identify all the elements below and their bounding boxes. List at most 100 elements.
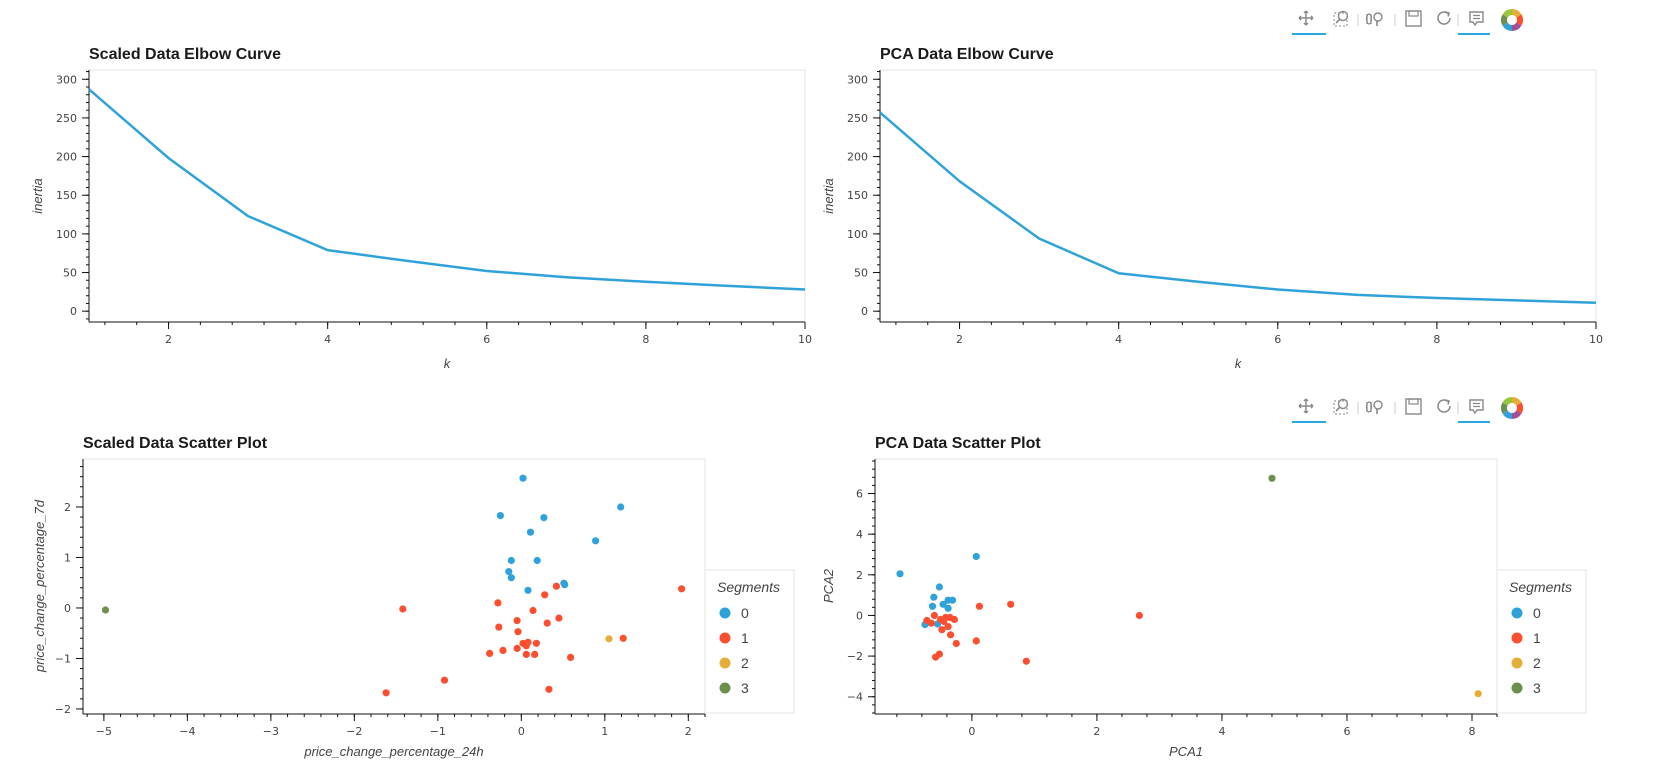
scatter-point-segment-1[interactable] bbox=[972, 637, 980, 645]
scatter-point-segment-0[interactable] bbox=[948, 596, 957, 604]
scatter-point-segment-0[interactable] bbox=[896, 570, 904, 578]
scatter-point-segment-1[interactable] bbox=[567, 653, 575, 662]
pca-elbow-frame bbox=[879, 69, 1597, 323]
pca-scatter-legend[interactable]: Segments 0 1 2 3 bbox=[1496, 569, 1587, 714]
scatter-point-segment-1[interactable] bbox=[552, 582, 561, 590]
x-tick-label: 4 bbox=[1218, 725, 1225, 738]
scatter-point-segment-1[interactable] bbox=[1135, 611, 1143, 620]
pan-icon[interactable] bbox=[1298, 398, 1314, 414]
scatter-point-segment-1[interactable] bbox=[522, 650, 530, 659]
scatter-point-segment-0[interactable] bbox=[496, 511, 504, 520]
scatter-point-segment-0[interactable] bbox=[505, 568, 513, 576]
scatter-point-segment-1[interactable] bbox=[619, 634, 627, 642]
reset-icon[interactable] bbox=[1437, 399, 1451, 413]
scatter-point-segment-1[interactable] bbox=[522, 642, 530, 650]
scatter-point-segment-1[interactable] bbox=[940, 617, 948, 626]
x-tick-label: 10 bbox=[798, 333, 812, 346]
scatter-point-segment-1[interactable] bbox=[532, 639, 541, 647]
scatter-point-segment-1[interactable] bbox=[545, 685, 553, 693]
scatter-point-segment-1[interactable] bbox=[930, 611, 939, 620]
scatter-point-segment-1[interactable] bbox=[513, 644, 521, 653]
wheel-zoom-icon[interactable] bbox=[1365, 12, 1383, 26]
scatter-point-segment-0[interactable] bbox=[519, 474, 527, 482]
scatter-point-segment-1[interactable] bbox=[495, 623, 503, 631]
y-tick-label: 0 bbox=[861, 305, 868, 318]
scatter-point-segment-0[interactable] bbox=[930, 593, 938, 601]
box-zoom-icon[interactable] bbox=[1333, 398, 1349, 415]
scatter-point-segment-1[interactable] bbox=[382, 689, 390, 697]
scatter-point-segment-0[interactable] bbox=[944, 604, 952, 612]
scatter-point-segment-1[interactable] bbox=[541, 591, 549, 599]
scatter-point-segment-1[interactable] bbox=[499, 646, 507, 655]
x-tick-label: 2 bbox=[956, 333, 963, 346]
scatter-point-segment-1[interactable] bbox=[529, 606, 537, 615]
elbow-series-line[interactable] bbox=[879, 111, 1597, 304]
bokeh-logo-icon[interactable] bbox=[1501, 397, 1523, 419]
box-zoom-icon[interactable] bbox=[1333, 10, 1349, 27]
scatter-point-segment-1[interactable] bbox=[938, 626, 946, 634]
scatter-point-segment-0[interactable] bbox=[533, 556, 541, 565]
scatter-point-segment-1[interactable] bbox=[1022, 657, 1030, 665]
scatter-point-segment-0[interactable] bbox=[617, 503, 625, 511]
scatter-point-segment-2[interactable] bbox=[1474, 690, 1482, 698]
legend-swatch-3 bbox=[1511, 682, 1523, 694]
scatter-point-segment-0[interactable] bbox=[561, 581, 569, 589]
elbow-series-line[interactable] bbox=[88, 88, 806, 291]
scatter-point-segment-0[interactable] bbox=[526, 528, 535, 536]
y-tick-label: 0 bbox=[64, 602, 71, 615]
scatter-point-segment-2[interactable] bbox=[605, 635, 613, 643]
scaled-elbow-chart[interactable]: Scaled Data Elbow Curve 2 4 6 8 10 0 50 100 150… bbox=[30, 46, 812, 371]
y-tick-label: 300 bbox=[56, 73, 77, 86]
scatter-point-segment-1[interactable] bbox=[555, 614, 563, 622]
scatter-point-segment-0[interactable] bbox=[939, 600, 947, 608]
scaled-elbow-x-label: k bbox=[444, 356, 452, 371]
hover-icon[interactable] bbox=[1469, 11, 1484, 27]
wheel-zoom-icon[interactable] bbox=[1365, 400, 1383, 414]
pan-icon[interactable] bbox=[1298, 10, 1314, 26]
scatter-point-segment-0[interactable] bbox=[524, 586, 532, 594]
pca-elbow-chart[interactable]: PCA Data Elbow Curve 2 4 6 8 10 0 50 100 150 200… bbox=[821, 46, 1603, 371]
reset-icon[interactable] bbox=[1437, 11, 1451, 25]
scatter-point-segment-1[interactable] bbox=[486, 649, 494, 658]
scatter-point-segment-1[interactable] bbox=[935, 650, 944, 658]
scatter-point-segment-0[interactable] bbox=[507, 574, 515, 582]
pca-elbow-x-axis: 2 4 6 8 10 bbox=[880, 321, 1603, 346]
save-icon[interactable] bbox=[1405, 398, 1422, 415]
x-tick-label: 2 bbox=[1093, 725, 1100, 738]
scaled-scatter-legend[interactable]: Segments 0 1 2 3 bbox=[704, 569, 795, 714]
legend-entries: 0 1 2 3 bbox=[1511, 605, 1541, 696]
scatter-point-segment-1[interactable] bbox=[950, 615, 959, 624]
scatter-point-segment-3[interactable] bbox=[1268, 474, 1276, 482]
scatter-point-segment-1[interactable] bbox=[1007, 600, 1015, 608]
scatter-point-segment-0[interactable] bbox=[935, 583, 944, 591]
scatter-point-segment-1[interactable] bbox=[440, 676, 449, 684]
scatter-point-segment-0[interactable] bbox=[507, 556, 515, 565]
scatter-point-segment-1[interactable] bbox=[513, 617, 521, 625]
scatter-point-segment-1[interactable] bbox=[947, 631, 955, 639]
plot-toolbar-top bbox=[1292, 9, 1523, 35]
pca-elbow-marks bbox=[879, 111, 1597, 304]
scatter-point-segment-1[interactable] bbox=[975, 602, 984, 610]
hover-icon[interactable] bbox=[1469, 399, 1484, 415]
scatter-point-segment-1[interactable] bbox=[531, 650, 539, 659]
scatter-point-segment-0[interactable] bbox=[928, 602, 937, 610]
scatter-point-segment-1[interactable] bbox=[952, 639, 960, 648]
y-tick-label: 150 bbox=[847, 189, 868, 202]
x-tick-label: −2 bbox=[346, 725, 362, 738]
bokeh-logo-icon[interactable] bbox=[1501, 9, 1523, 31]
scaled-scatter-chart[interactable]: Scaled Data Scatter Plot −5 −4 −3 −2 −1 0 1 2 −… bbox=[32, 435, 795, 759]
scatter-point-segment-1[interactable] bbox=[944, 623, 952, 631]
scatter-point-segment-1[interactable] bbox=[678, 585, 686, 593]
scatter-point-segment-1[interactable] bbox=[514, 628, 522, 636]
save-icon[interactable] bbox=[1405, 10, 1422, 27]
x-tick-label: 0 bbox=[968, 725, 975, 738]
scatter-point-segment-3[interactable] bbox=[101, 606, 110, 614]
scatter-point-segment-1[interactable] bbox=[399, 605, 407, 613]
scatter-point-segment-1[interactable] bbox=[543, 619, 551, 627]
scatter-point-segment-1[interactable] bbox=[494, 599, 502, 607]
pca-scatter-chart[interactable]: PCA Data Scatter Plot 0 2 4 6 8 −4 −2 0 2 4 6 PCA… bbox=[821, 435, 1587, 759]
scatter-point-segment-0[interactable] bbox=[540, 514, 548, 522]
scatter-point-segment-1[interactable] bbox=[927, 619, 935, 627]
scatter-point-segment-0[interactable] bbox=[592, 537, 600, 545]
scatter-point-segment-0[interactable] bbox=[972, 552, 980, 561]
